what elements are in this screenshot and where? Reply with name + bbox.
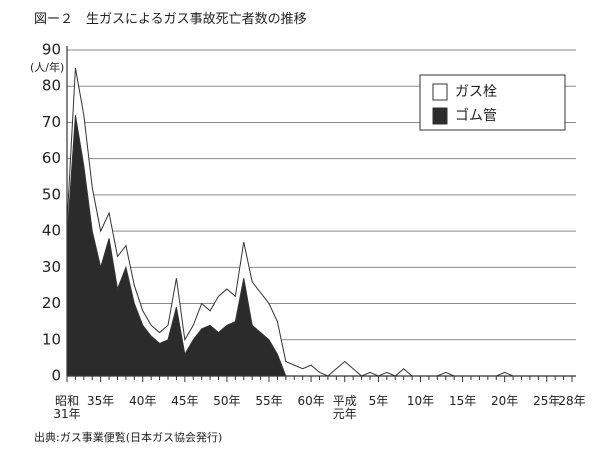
x-tick-label: 45年 (171, 394, 199, 408)
y-tick-label: 80 (42, 77, 61, 95)
x-tick-label: 25年 (533, 394, 561, 408)
y-unit: (人/年) (30, 60, 64, 74)
y-tick-label: 90 (42, 41, 61, 59)
x-tick-label: 10年 (406, 394, 435, 408)
x-tick-label: 平成元年 (332, 394, 357, 421)
x-tick-label: 50年 (213, 394, 241, 408)
legend-label: ガス栓 (455, 84, 497, 100)
y-tick-label: 30 (42, 258, 61, 276)
y-tick-label: 50 (42, 185, 61, 203)
x-tick-label: 20年 (491, 394, 519, 408)
x-tick-label: 5年 (368, 394, 389, 408)
y-tick-label: 60 (42, 149, 61, 167)
title: 図ー２ 生ガスによるガス事故死亡者数の推移 (34, 12, 307, 27)
x-tick-label: 15年 (448, 394, 477, 408)
x-tick-label: 35年 (87, 394, 115, 408)
area (66, 115, 572, 377)
y-tick-label: 20 (42, 294, 61, 312)
x-tick-label: 60年 (297, 394, 325, 408)
legend-label: ゴム管 (455, 107, 497, 124)
source: 出典:ガス事業便覧(日本ガス協会発行) (34, 431, 223, 444)
y-tick-label: 70 (42, 113, 61, 131)
legend-swatch (432, 83, 448, 101)
x-tick-label: 55年 (255, 394, 283, 408)
y-tick-label: 10 (42, 330, 61, 348)
y-tick-label: 40 (42, 222, 61, 240)
x-tick-label: 昭和31年 (53, 394, 81, 421)
legend-swatch (432, 107, 448, 125)
x-tick-label: 28年 (558, 394, 586, 408)
y-tick-label: 0 (51, 367, 61, 385)
x-tick-label: 40年 (129, 394, 157, 408)
